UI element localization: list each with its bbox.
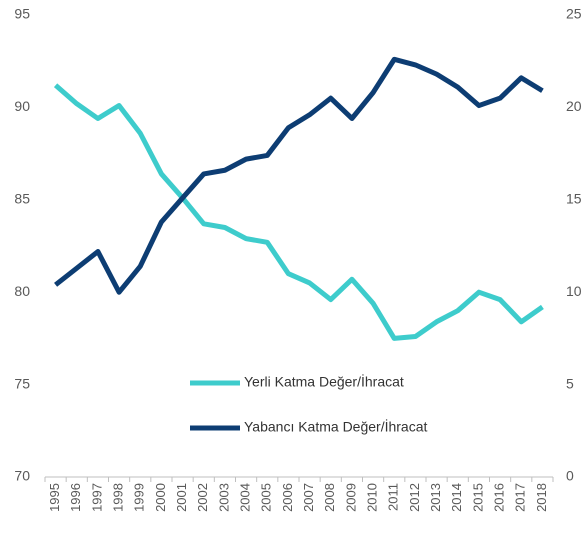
x-tick-label: 2017	[513, 483, 528, 512]
x-tick-label: 2010	[365, 483, 380, 512]
x-tick-label: 2011	[386, 483, 401, 511]
legend-label: Yerli Katma Değer/İhracat	[244, 373, 404, 390]
y2-tick-label: 5	[566, 375, 574, 391]
y-tick-label: 70	[14, 468, 30, 484]
x-tick-label: 2018	[534, 483, 549, 512]
y-tick-label: 75	[14, 375, 30, 391]
series-line	[53, 83, 544, 341]
x-tick-label: 2006	[280, 483, 295, 512]
x-tick-label: 2008	[322, 483, 337, 512]
y2-tick-label: 0	[566, 468, 574, 484]
x-tick-label: 2016	[492, 483, 507, 512]
x-tick-label: 1996	[68, 483, 83, 512]
x-tick-label: 1999	[132, 483, 147, 512]
y2-tick-label: 25	[566, 6, 582, 22]
y-tick-label: 95	[14, 6, 30, 22]
x-tick-label: 2004	[238, 483, 253, 512]
x-tick-label: 2007	[301, 483, 316, 512]
legend-label: Yabancı Katma Değer/İhracat	[244, 418, 428, 435]
y-tick-label: 80	[14, 283, 30, 299]
y2-tick-label: 15	[566, 191, 582, 207]
x-tick-label: 2012	[407, 483, 422, 512]
x-tick-label: 2002	[195, 483, 210, 512]
x-tick-label: 2001	[174, 483, 189, 512]
x-tick-label: 1997	[89, 483, 104, 512]
y2-tick-label: 20	[566, 98, 582, 114]
x-tick-label: 2003	[216, 483, 231, 512]
x-tick-label: 2009	[343, 483, 358, 512]
x-tick-label: 2005	[259, 483, 274, 512]
x-tick-label: 1998	[111, 483, 126, 512]
y2-tick-label: 10	[566, 283, 582, 299]
y-tick-label: 90	[14, 98, 30, 114]
series-line	[54, 56, 544, 295]
x-tick-label: 2014	[449, 483, 464, 512]
x-tick-label: 2013	[428, 483, 443, 512]
x-tick-label: 2000	[153, 483, 168, 512]
y-tick-label: 85	[14, 191, 30, 207]
x-tick-label: 2015	[470, 483, 485, 512]
x-tick-label: 1995	[47, 483, 62, 512]
